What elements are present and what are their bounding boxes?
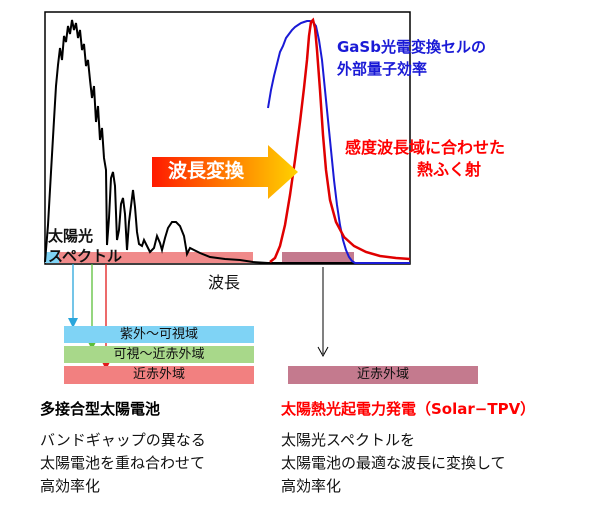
solar-tpv-desc: 太陽光スペクトルを 太陽電池の最適な波長に変換して 高効率化: [281, 429, 506, 498]
solar-tpv-desc-line3: 高効率化: [281, 477, 342, 495]
thermal-label: 感度波長域に合わせた 熱ふく射: [345, 137, 505, 181]
band-tpv-nir: 近赤外域: [288, 366, 478, 384]
sun-spectrum-curve: [44, 19, 410, 264]
multijunction-desc-line3: 高効率化: [40, 477, 101, 495]
eqe-label-line1: GaSb光電変換セルの: [337, 38, 486, 56]
sun-spectrum-label: 太陽光 スペクトル: [48, 226, 122, 266]
thermal-label-line1: 感度波長域に合わせた: [345, 138, 506, 157]
sun-spectrum-label-line1: 太陽光: [48, 227, 94, 245]
sun-spectrum-label-line2: スペクトル: [48, 247, 122, 265]
multijunction-title: 多接合型太陽電池: [40, 400, 161, 418]
band-vis-nir: 可視～近赤外域: [64, 346, 254, 363]
thermal-label-line2: 熱ふく射: [417, 160, 482, 179]
thermal-emission-curve: [269, 17, 411, 263]
axis-band-thermal: [282, 252, 354, 263]
conversion-arrow-label: 波長変換: [168, 160, 245, 182]
multijunction-desc-line2: 太陽電池を重ね合わせて: [40, 454, 206, 472]
eqe-label-line2: 外部量子効率: [337, 60, 428, 78]
eqe-label: GaSb光電変換セルの 外部量子効率: [337, 36, 486, 80]
band-uv-vis: 紫外～可視域: [64, 326, 254, 343]
solar-tpv-title: 太陽熱光起電力発電（Solar−TPV）: [281, 400, 536, 418]
solar-tpv-desc-line1: 太陽光スペクトルを: [281, 431, 415, 449]
multijunction-desc: バンドギャップの異なる 太陽電池を重ね合わせて 高効率化: [40, 429, 206, 498]
conversion-arrow: [152, 145, 298, 199]
axis-band-sun: [45, 252, 253, 263]
solar-tpv-desc-line2: 太陽電池の最適な波長に変換して: [281, 454, 506, 472]
tpv-arrow: [317, 267, 329, 358]
axis-band-sun-blue: [45, 252, 59, 263]
plot-frame: [44, 11, 411, 265]
x-axis-label: 波長: [208, 273, 241, 292]
band-nir: 近赤外域: [64, 366, 254, 384]
multijunction-desc-line1: バンドギャップの異なる: [40, 431, 206, 449]
